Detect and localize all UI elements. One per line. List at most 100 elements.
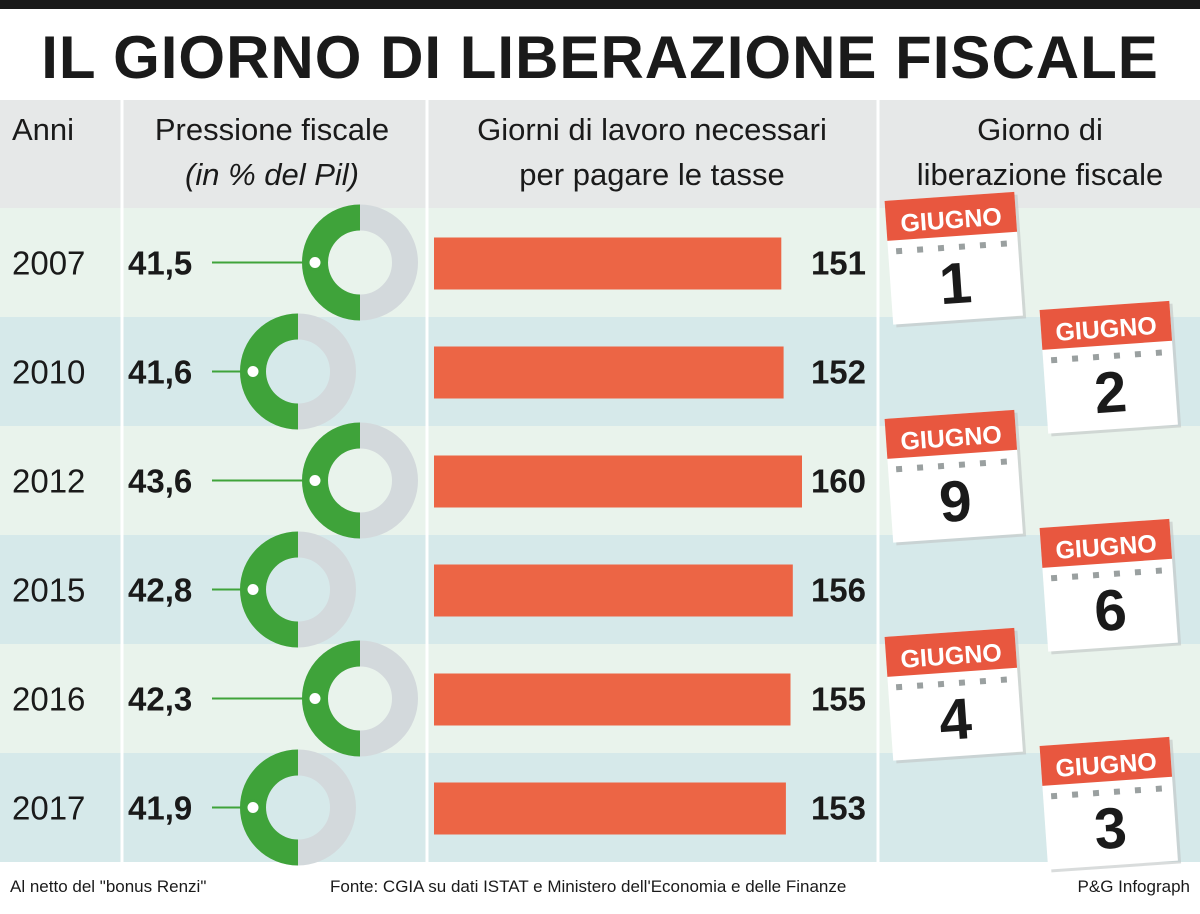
calendar-day-label: 6 [1092, 577, 1129, 644]
footer-note: Al netto del "bonus Renzi" [10, 877, 207, 896]
calendar-day-label: 2 [1092, 359, 1129, 426]
calendar-ring-hole [958, 243, 966, 250]
year-label: 2012 [12, 463, 85, 500]
days-value-label: 160 [811, 463, 866, 500]
calendar-ring-hole [1092, 353, 1100, 361]
calendar-ring-hole [958, 679, 966, 686]
calendar-ring-hole [1050, 356, 1058, 364]
year-label: 2015 [12, 572, 85, 609]
days-bar [434, 455, 802, 508]
calendar-ring-hole [1000, 458, 1008, 465]
year-label: 2017 [12, 790, 85, 827]
calendar-header [884, 409, 1018, 459]
calendar-header [1039, 736, 1173, 786]
calendar-ring-hole [979, 459, 987, 467]
header-liberation-line1: Giorno di [977, 112, 1103, 147]
year-label: 2010 [12, 354, 85, 391]
calendar-ring-hole [979, 241, 987, 249]
pressure-donut-sector [239, 531, 298, 648]
calendar-ring-hole [1092, 789, 1100, 797]
pressure-donut-sector [301, 204, 360, 321]
column-headers: Anni Pressione fiscale (in % del Pil) Gi… [12, 112, 1163, 192]
calendar-ring-hole [916, 246, 924, 253]
calendar-ring-hole [916, 682, 924, 689]
days-bar [434, 564, 793, 617]
calendar-header [1039, 518, 1173, 568]
pressure-donut-sector [239, 313, 298, 430]
header-pressure-line1: Pressione fiscale [155, 112, 389, 147]
calendar-ring-hole [979, 677, 987, 685]
header-pressure-line2: (in % del Pil) [185, 157, 359, 192]
pressure-donut-sector [301, 422, 360, 539]
calendar-ring-hole [895, 683, 903, 691]
calendar-day-label: 9 [937, 468, 974, 535]
top-bar [0, 0, 1200, 9]
calendar-ring-hole [1113, 788, 1121, 795]
calendar-ring-hole [1134, 350, 1142, 358]
page-title: IL GIORNO DI LIBERAZIONE FISCALE [41, 24, 1159, 91]
footer-source: Fonte: CGIA su dati ISTAT e Ministero de… [330, 877, 847, 896]
calendar-ring-hole [937, 462, 945, 470]
pressure-value-label: 42,8 [128, 572, 192, 609]
calendar-ring-hole [895, 465, 903, 473]
calendar-ring-hole [1113, 352, 1121, 359]
calendar-ring-hole [1113, 570, 1121, 577]
calendar-header [884, 191, 1018, 241]
header-liberation-line2: liberazione fiscale [917, 157, 1163, 192]
calendar-ring-hole [1155, 567, 1163, 574]
days-bar [434, 346, 784, 399]
header-background [0, 100, 1200, 208]
calendar-day-label: 4 [937, 686, 974, 753]
pressure-connector-dot [306, 472, 324, 489]
pressure-value-label: 43,6 [128, 463, 192, 500]
calendar-ring-hole [1134, 786, 1142, 794]
calendar-ring-hole [1071, 791, 1079, 798]
calendar-day-label: 3 [1092, 795, 1129, 862]
footer-credit: P&G Infograph [1077, 877, 1190, 896]
calendar-ring-hole [1050, 574, 1058, 582]
calendar-ring-hole [958, 461, 966, 468]
header-days-line2: per pagare le tasse [519, 157, 784, 192]
calendar-day-label: 1 [937, 250, 974, 317]
pressure-value-label: 41,5 [128, 245, 192, 282]
pressure-donut-sector [301, 640, 360, 757]
calendar-ring-hole [895, 247, 903, 255]
days-value-label: 156 [811, 572, 866, 609]
calendar-ring-hole [1071, 355, 1079, 362]
calendar-ring-hole [1071, 573, 1079, 580]
calendar-ring-hole [937, 244, 945, 252]
calendar-ring-hole [1000, 240, 1008, 247]
pressure-connector-dot [306, 690, 324, 707]
calendar-header [1039, 300, 1173, 350]
calendar-ring-hole [1134, 568, 1142, 576]
days-value-label: 155 [811, 681, 866, 718]
pressure-donut-sector [239, 749, 298, 866]
pressure-value-label: 41,6 [128, 354, 192, 391]
pressure-value-label: 41,9 [128, 790, 192, 827]
calendar-ring-hole [1050, 792, 1058, 800]
header-days-line1: Giorni di lavoro necessari [477, 112, 827, 147]
pressure-connector-dot [244, 799, 262, 816]
pressure-value-label: 42,3 [128, 681, 192, 718]
days-bar [434, 237, 782, 290]
days-value-label: 152 [811, 354, 866, 391]
pressure-connector-dot [306, 254, 324, 271]
days-bar [434, 673, 791, 726]
days-bar [434, 782, 786, 835]
calendar-ring-hole [1000, 676, 1008, 683]
calendar-ring-hole [1092, 571, 1100, 579]
calendar-header [884, 627, 1018, 677]
calendar-ring-hole [937, 680, 945, 688]
year-label: 2007 [12, 245, 85, 282]
pressure-connector-dot [244, 363, 262, 380]
calendar-ring-hole [1155, 349, 1163, 356]
days-value-label: 153 [811, 790, 866, 827]
calendar-ring-hole [1155, 785, 1163, 792]
